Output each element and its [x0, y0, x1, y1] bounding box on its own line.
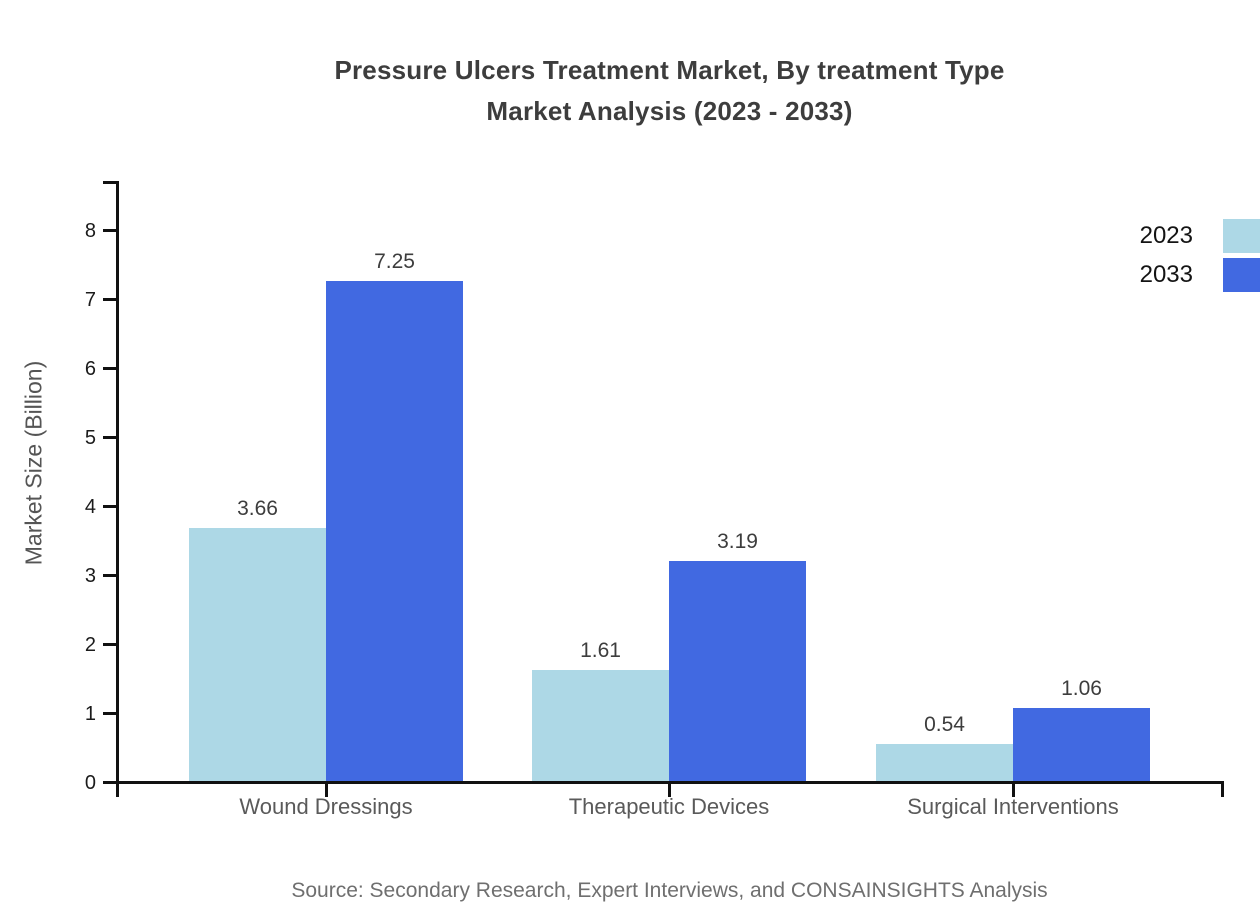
x-tick-mark	[325, 784, 328, 797]
y-tick-label: 4	[84, 496, 96, 518]
y-tick-label: 3	[84, 565, 96, 587]
legend-label-2033: 2033	[1139, 261, 1193, 288]
bar-value-label: 0.54	[924, 713, 965, 736]
x-tick-mark	[668, 784, 671, 797]
y-tick-mark	[103, 712, 116, 715]
legend-swatch-2033	[1223, 258, 1260, 292]
category-label: Therapeutic Devices	[568, 794, 770, 819]
bar-value-label: 3.66	[237, 497, 278, 520]
bar-2033-1	[669, 561, 806, 781]
bar-value-label: 7.25	[374, 250, 415, 273]
y-tick-mark	[103, 298, 116, 301]
y-tick-mark	[103, 505, 116, 508]
y-tick-mark	[103, 781, 116, 784]
bar-2033-0	[326, 281, 463, 781]
y-axis-spine	[116, 181, 119, 797]
x-tick-mark	[1012, 784, 1015, 797]
y-tick-label: 8	[84, 220, 96, 242]
bar-2023-2	[876, 744, 1013, 781]
bar-value-label: 1.06	[1061, 677, 1102, 700]
legend-item-2033: 2033	[1140, 258, 1260, 292]
y-axis-top-cap	[103, 181, 119, 184]
y-tick-label: 7	[84, 289, 96, 311]
chart-title-line1: Pressure Ulcers Treatment Market, By tre…	[334, 55, 1005, 85]
bar-value-label: 1.61	[580, 639, 621, 662]
bar-2033-2	[1013, 708, 1150, 781]
category-label: Surgical Interventions	[907, 794, 1119, 819]
x-axis-right-cap	[1221, 781, 1224, 797]
bar-2023-1	[532, 670, 669, 781]
chart-title-line2: Market Analysis (2023 - 2033)	[486, 96, 853, 126]
y-tick-label: 1	[84, 703, 96, 725]
legend-item-2023: 2023	[1140, 219, 1260, 253]
category-label: Wound Dressings	[239, 794, 413, 819]
chart-title: Pressure Ulcers Treatment Market, By tre…	[117, 50, 1222, 132]
source-text: Source: Secondary Research, Expert Inter…	[291, 879, 1048, 902]
bar-value-label: 3.19	[717, 530, 758, 553]
y-tick-label: 5	[84, 427, 96, 449]
y-tick-mark	[103, 643, 116, 646]
y-tick-label: 0	[84, 772, 96, 794]
y-tick-label: 2	[84, 634, 96, 656]
y-tick-label: 6	[84, 358, 96, 380]
y-tick-mark	[103, 574, 116, 577]
y-tick-mark	[103, 436, 116, 439]
legend: 2023 2033	[1140, 219, 1260, 297]
legend-swatch-2023	[1223, 219, 1260, 253]
bar-2023-0	[189, 528, 326, 781]
x-axis-spine	[116, 781, 1224, 784]
legend-label-2023: 2023	[1139, 222, 1193, 249]
y-tick-mark	[103, 367, 116, 370]
y-tick-mark	[103, 229, 116, 232]
